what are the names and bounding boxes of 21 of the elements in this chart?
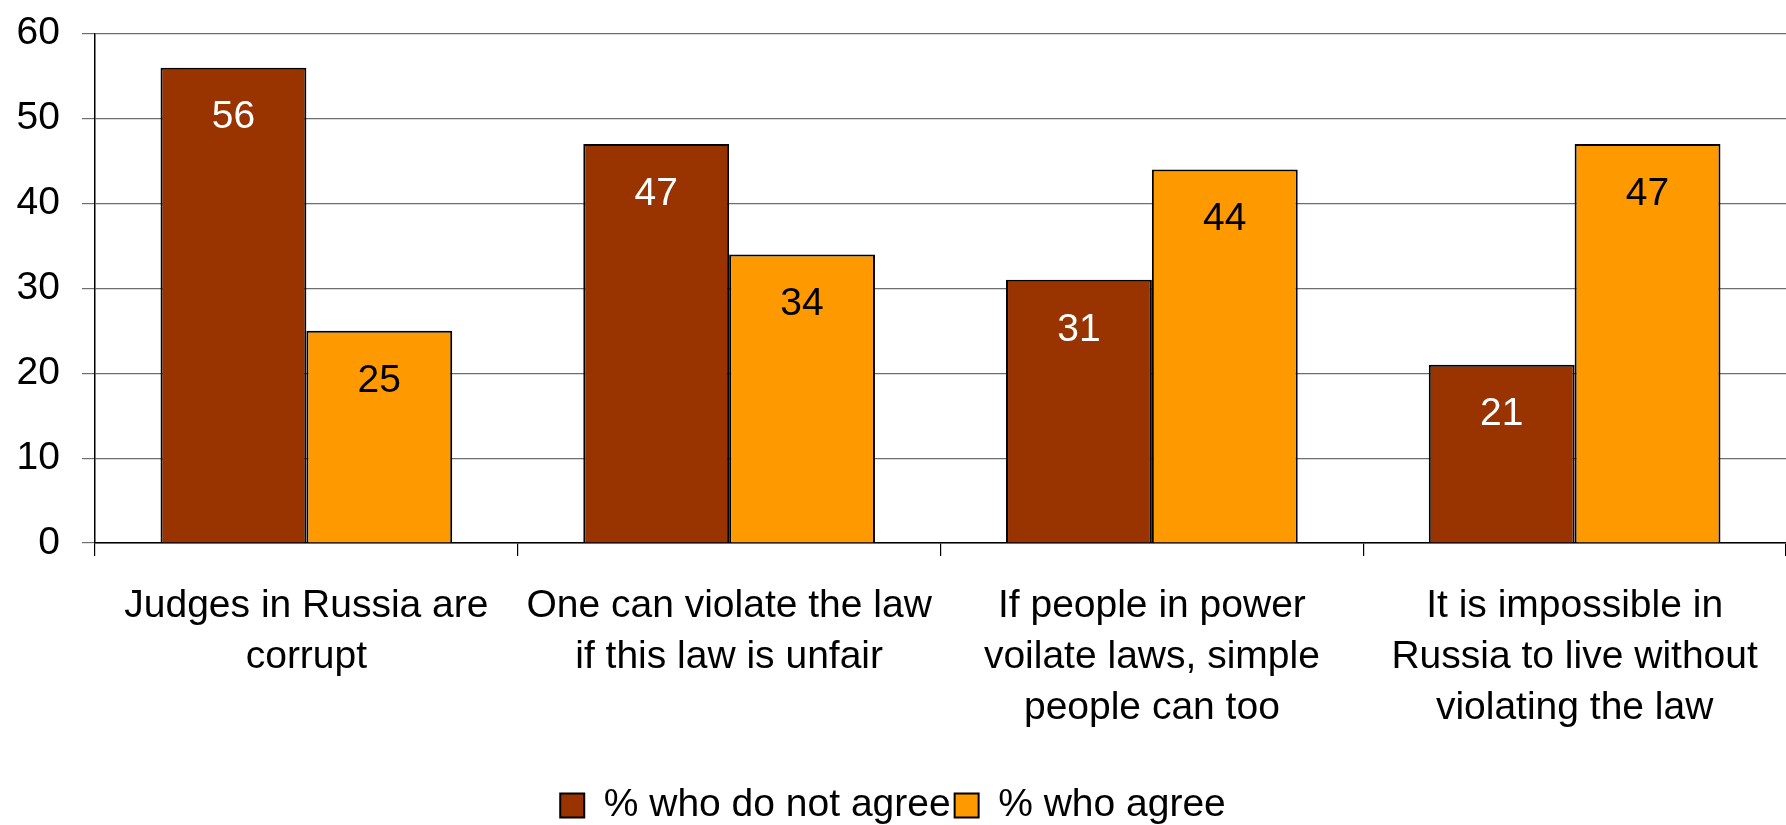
data-label: 56 [211, 93, 256, 137]
y-tick-label: 30 [16, 264, 60, 308]
y-tick-label: 10 [16, 433, 60, 477]
x-tick-label: It is impossible in Russia to live without violating the law [1391, 582, 1758, 727]
y-tick-label: 0 [38, 518, 60, 562]
x-tick-label: If people in power voilate laws, simple people can too [983, 582, 1320, 727]
data-label: 34 [780, 280, 824, 324]
data-label: 31 [1057, 305, 1101, 349]
y-tick-label: 20 [16, 348, 60, 392]
y-tick-label: 40 [16, 179, 60, 223]
data-label: 21 [1480, 390, 1524, 434]
y-tick-label: 50 [16, 94, 60, 138]
y-tick-label: 60 [16, 9, 60, 53]
data-label: 47 [634, 169, 678, 213]
x-tick-label: Judges in Russia are corrupt [124, 582, 489, 676]
legend-label: % who do not agree [603, 781, 951, 825]
data-label: 25 [357, 356, 401, 400]
data-label: 44 [1203, 195, 1247, 239]
x-tick-label: One can violate the law if this law is unfair [526, 582, 933, 676]
legend-label: % who agree [998, 781, 1226, 825]
data-label: 47 [1625, 169, 1670, 213]
